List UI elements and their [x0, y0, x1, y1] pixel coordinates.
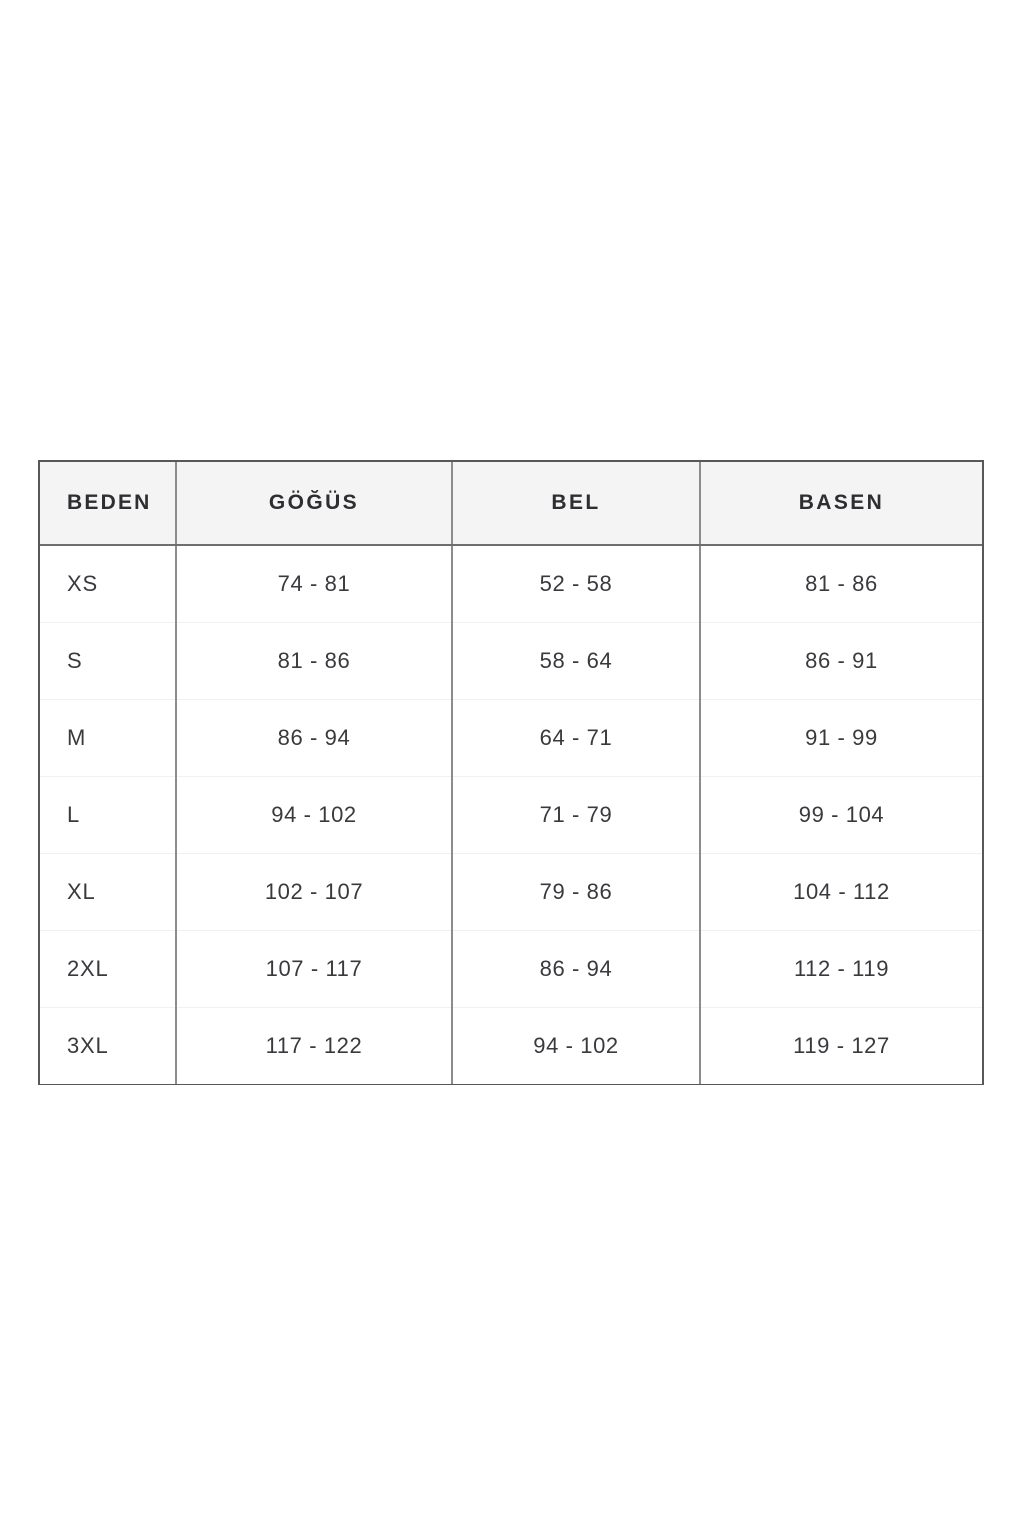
cell-gogus: 74 - 81: [176, 545, 453, 623]
table-row: M 86 - 94 64 - 71 91 - 99: [40, 699, 982, 777]
table-row: L 94 - 102 71 - 79 99 - 104: [40, 776, 982, 854]
size-chart-body: XS 74 - 81 52 - 58 81 - 86 S 81 - 86 58 …: [40, 545, 982, 1084]
cell-gogus: 86 - 94: [176, 699, 453, 777]
column-header-beden: BEDEN: [40, 462, 177, 546]
cell-bel: 64 - 71: [452, 699, 701, 777]
table-row: 3XL 117 - 122 94 - 102 119 - 127: [40, 1007, 982, 1084]
cell-bel: 86 - 94: [452, 930, 701, 1008]
table-row: S 81 - 86 58 - 64 86 - 91: [40, 622, 982, 700]
cell-gogus: 102 - 107: [176, 853, 453, 931]
cell-size: S: [40, 622, 177, 700]
column-header-bel: BEL: [452, 462, 701, 546]
cell-bel: 58 - 64: [452, 622, 701, 700]
cell-bel: 52 - 58: [452, 545, 701, 623]
cell-basen: 81 - 86: [700, 545, 982, 623]
table-row: XL 102 - 107 79 - 86 104 - 112: [40, 853, 982, 931]
cell-bel: 79 - 86: [452, 853, 701, 931]
cell-basen: 112 - 119: [700, 930, 982, 1008]
column-header-basen: BASEN: [700, 462, 982, 546]
table-row: 2XL 107 - 117 86 - 94 112 - 119: [40, 930, 982, 1008]
cell-gogus: 94 - 102: [176, 776, 453, 854]
cell-size: XL: [40, 853, 177, 931]
cell-bel: 94 - 102: [452, 1007, 701, 1084]
cell-basen: 86 - 91: [700, 622, 982, 700]
cell-gogus: 107 - 117: [176, 930, 453, 1008]
table-row: XS 74 - 81 52 - 58 81 - 86: [40, 545, 982, 623]
cell-bel: 71 - 79: [452, 776, 701, 854]
cell-size: L: [40, 776, 177, 854]
cell-basen: 119 - 127: [700, 1007, 982, 1084]
header-row: BEDEN GÖĞÜS BEL BASEN: [40, 462, 982, 546]
size-chart-header: BEDEN GÖĞÜS BEL BASEN: [40, 462, 982, 546]
size-chart-container: BEDEN GÖĞÜS BEL BASEN XS 74 - 81 52 - 58…: [38, 460, 984, 1085]
cell-basen: 104 - 112: [700, 853, 982, 931]
column-header-gogus: GÖĞÜS: [176, 462, 453, 546]
cell-size: M: [40, 699, 177, 777]
cell-size: 3XL: [40, 1007, 177, 1084]
size-chart-table: BEDEN GÖĞÜS BEL BASEN XS 74 - 81 52 - 58…: [40, 462, 982, 1084]
cell-size: 2XL: [40, 930, 177, 1008]
cell-size: XS: [40, 545, 177, 623]
cell-gogus: 81 - 86: [176, 622, 453, 700]
cell-basen: 99 - 104: [700, 776, 982, 854]
cell-gogus: 117 - 122: [176, 1007, 453, 1084]
cell-basen: 91 - 99: [700, 699, 982, 777]
